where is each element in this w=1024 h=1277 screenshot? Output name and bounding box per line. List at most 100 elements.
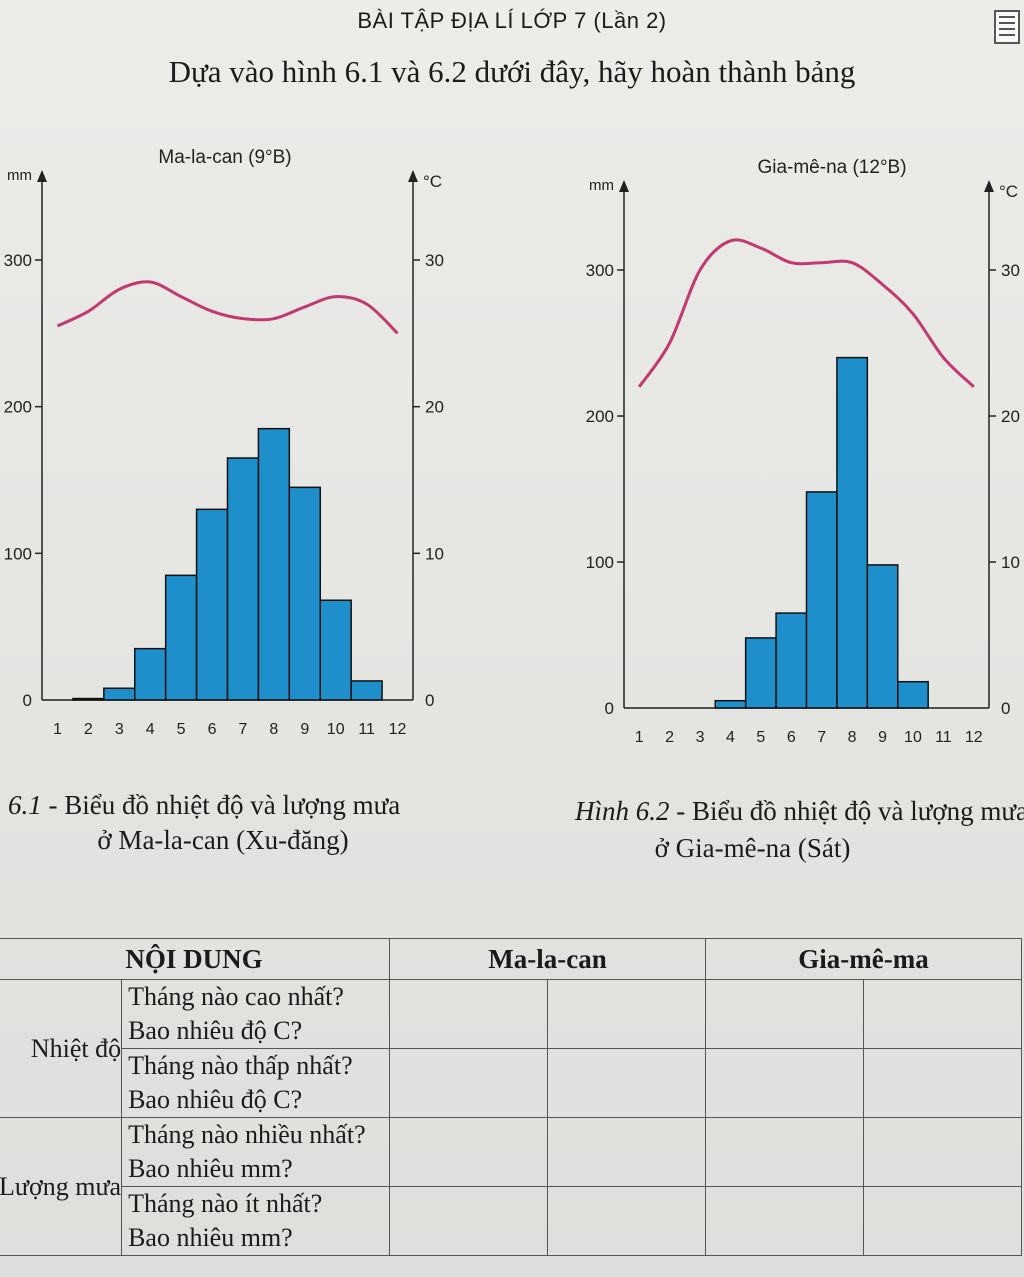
x-tick-label: 4 [726,729,735,745]
answer-cell[interactable] [547,979,706,1049]
answer-cell[interactable] [863,979,1022,1049]
left-axis-arrow [37,170,47,182]
caption-1-number: 6.1 [8,790,42,820]
x-tick-label: 5 [177,721,186,738]
x-tick-label: 7 [239,721,248,738]
category-luong-mua: Lượng mưa [0,1117,123,1256]
rainfall-bar [226,457,260,701]
x-tick-label: 6 [787,729,796,745]
worksheet-header: BÀI TẬP ĐỊA LÍ LỚP 7 (Lần 2) [357,8,667,33]
x-tick-label: 5 [756,729,765,745]
x-tick-label: 12 [965,729,983,745]
x-tick-label: 6 [208,721,217,738]
question-cell: Tháng nào cao nhất? [121,979,390,1014]
answer-table: NỘI DUNG Ma-la-can Gia-mê-ma Nhiệt độ Th… [0,938,1022,1256]
y-right-tick-label: 0 [425,691,434,710]
rainfall-bar [775,612,808,709]
temperature-line [637,238,975,388]
x-tick-label: 1 [635,729,644,745]
x-tick-label: 9 [300,721,309,738]
question-cell: Tháng nào nhiều nhất? [121,1117,390,1152]
y-right-tick-label: 30 [425,251,444,270]
x-tick-label: 3 [696,729,705,745]
answer-cell[interactable] [705,1048,864,1118]
answer-cell[interactable] [389,1186,548,1256]
y-left-tick-label: 0 [605,699,614,718]
y-left-tick-label: 0 [23,691,32,710]
y-left-tick-label: 300 [4,251,32,270]
answer-cell[interactable] [547,1117,706,1187]
y-left-tick-label: 200 [4,398,32,417]
y-left-tick-label: 100 [4,544,32,563]
x-tick-label: 10 [904,729,922,745]
answer-cell[interactable] [547,1048,706,1118]
rainfall-bar [897,680,929,709]
y-left-tick-label: 300 [586,261,614,280]
rainfall-bar [257,427,291,701]
rainfall-bar [350,680,383,701]
x-tick-label: 7 [817,729,826,745]
y-left-tick-label: 100 [586,553,614,572]
question-cell: Bao nhiêu độ C? [121,1014,390,1049]
x-tick-label: 3 [115,721,124,738]
rainfall-bar [836,356,869,709]
answer-cell[interactable] [863,1117,1022,1187]
caption-chart-2: Hình 6.2 - Biểu đồ nhiệt độ và lượng mưa… [575,796,1024,864]
instruction-text: Dựa vào hình 6.1 và 6.2 dưới đây, hãy ho… [168,54,856,89]
answer-cell[interactable] [547,1186,706,1256]
x-tick-label: 2 [665,729,674,745]
answer-cell[interactable] [705,979,864,1049]
answer-cell[interactable] [389,1048,548,1118]
rainfall-bar [103,687,136,701]
header-ma-la-can: Ma-la-can [389,938,706,980]
document-icon[interactable] [994,10,1020,44]
category-nhiet-do: Nhiệt độ [0,979,123,1118]
rainfall-bar [319,599,352,701]
question-cell: Bao nhiêu mm? [121,1221,390,1256]
rainfall-bar [744,637,777,709]
caption-2-number: Hình 6.2 [575,796,670,826]
chart-2-title: Gia-mê-na (12°B) [757,157,906,178]
rainfall-bar [195,508,229,701]
y-left-unit: mm [7,167,32,184]
rainfall-bar [134,647,167,701]
rainfall-bar [288,486,322,701]
answer-cell[interactable] [863,1048,1022,1118]
chart-1-title: Ma-la-can (9°B) [158,147,291,168]
y-right-tick-label: 10 [425,544,444,563]
y-right-tick-label: 0 [1001,699,1010,718]
x-tick-label: 8 [848,729,857,745]
y-right-tick-label: 20 [425,398,444,417]
x-tick-label: 11 [935,729,952,745]
right-axis-arrow [984,180,994,192]
right-axis-arrow [408,170,418,182]
rainfall-bar [866,564,899,709]
header-noi-dung: NỘI DUNG [0,938,390,980]
x-tick-label: 8 [269,721,278,738]
question-cell: Bao nhiêu mm? [121,1152,390,1187]
answer-cell[interactable] [705,1186,864,1256]
x-tick-label: 10 [327,721,345,738]
y-right-tick-label: 30 [1001,261,1020,280]
answer-cell[interactable] [389,1117,548,1187]
question-cell: Tháng nào thấp nhất? [121,1048,390,1083]
x-tick-label: 12 [389,721,407,738]
temperature-line [56,280,399,335]
caption-2-line2: ở Gia-mê-na (Sát) [654,833,851,863]
caption-1-line2: ở Ma-la-can (Xu-đăng) [97,825,349,855]
rainfall-bar [164,574,198,701]
caption-chart-1: 6.1 - Biểu đồ nhiệt độ và lượng mưa ở Ma… [8,790,438,856]
y-right-unit: °C [999,182,1018,201]
rainfall-bar [805,491,838,709]
answer-cell[interactable] [389,979,548,1049]
y-left-tick-label: 200 [586,407,614,426]
x-tick-label: 9 [878,729,887,745]
caption-1-line1: - Biểu đồ nhiệt độ và lượng mưa [41,790,401,820]
answer-cell[interactable] [863,1186,1022,1256]
y-right-tick-label: 20 [1001,407,1020,426]
answer-cell[interactable] [705,1117,864,1187]
rainfall-bar [72,697,105,701]
y-right-tick-label: 10 [1001,553,1020,572]
